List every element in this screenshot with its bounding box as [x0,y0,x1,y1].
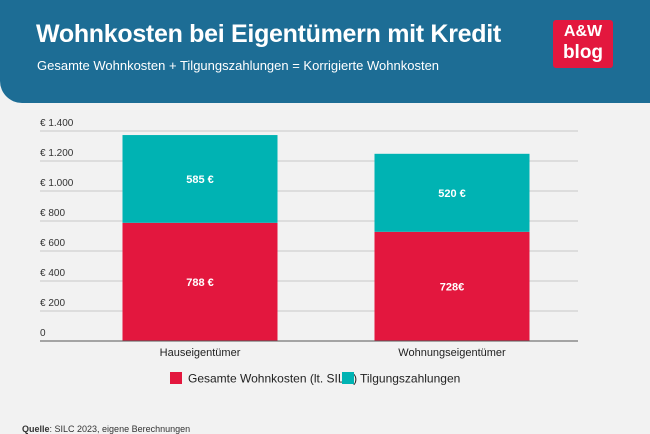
source-note: Quelle: SILC 2023, eigene Berechnungen [22,424,190,434]
y-tick-label: € 1.000 [40,178,74,189]
data-label: 585 € [186,174,214,186]
bar-segment [122,135,278,223]
aw-blog-logo: A&W blog [553,20,613,68]
y-tick-label: 0 [40,328,46,339]
y-tick-label: € 400 [40,268,65,279]
data-label: 788 € [186,277,214,289]
y-tick-label: € 1.400 [40,118,74,129]
y-tick-label: € 200 [40,298,65,309]
bar-segment [122,222,278,341]
header-banner: Wohnkosten bei Eigentümern mit Kredit Ge… [0,0,650,103]
page-subtitle: Gesamte Wohnkosten + Tilgungszahlungen =… [37,58,440,73]
x-tick-label: Wohnungseigentümer [398,347,506,359]
legend-swatch [170,372,182,384]
x-tick-label: Hauseigentümer [160,347,241,359]
y-tick-label: € 800 [40,208,65,219]
y-tick-label: € 1.200 [40,148,74,159]
legend-label: Gesamte Wohnkosten (lt. SILC) [188,372,357,386]
legend-label: Tilgungszahlungen [360,372,460,386]
page-title: Wohnkosten bei Eigentümern mit Kredit [36,20,501,48]
source-text: : SILC 2023, eigene Berechnungen [49,424,191,434]
source-label: Quelle [22,424,50,434]
data-label: 728€ [440,281,464,293]
bar-segment [374,153,530,232]
data-label: 520 € [438,188,466,200]
logo-line2: blog [562,42,604,63]
legend-swatch [342,372,354,384]
logo-line1: A&W [563,23,603,40]
y-tick-label: € 600 [40,238,65,249]
bar-segment [374,231,530,341]
